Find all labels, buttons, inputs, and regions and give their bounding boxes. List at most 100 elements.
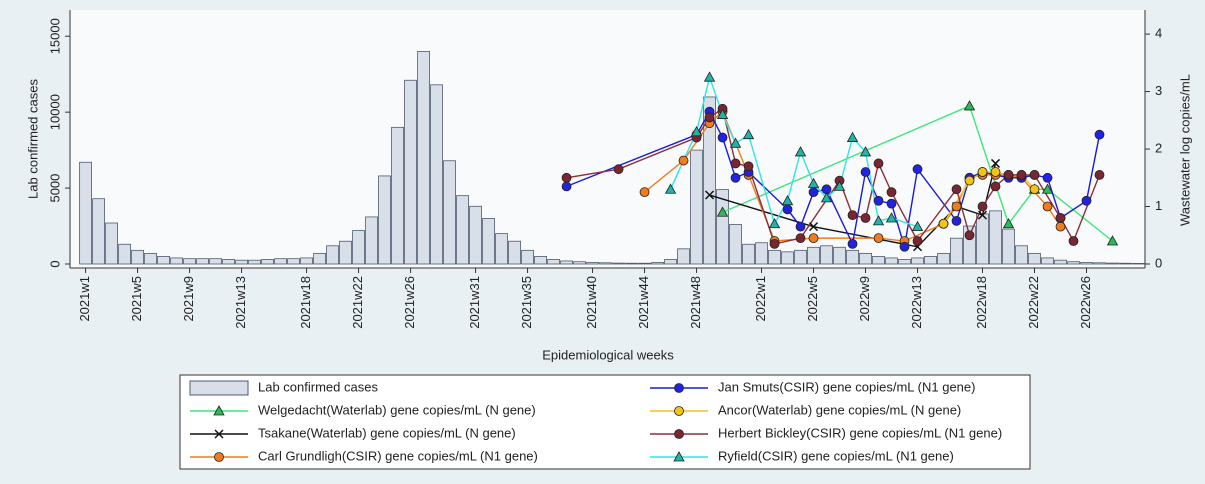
bar: [378, 175, 391, 265]
marker: [781, 194, 794, 206]
marker: [795, 221, 806, 232]
marker: [1041, 183, 1054, 194]
marker: [847, 238, 858, 249]
marker: [859, 146, 872, 157]
bar: [404, 79, 417, 265]
marker: [964, 230, 975, 241]
legend-marker: [214, 429, 224, 439]
bar: [1132, 262, 1145, 265]
legend-label: Tsakane(Waterlab) gene copies/mL (N gene…: [258, 425, 516, 440]
bar: [183, 258, 196, 265]
bar: [391, 126, 404, 265]
marker: [1094, 129, 1105, 140]
marker: [1003, 170, 1014, 180]
bar: [729, 224, 742, 265]
bar: [781, 251, 794, 265]
bar: [586, 262, 599, 265]
marker: [1081, 195, 1092, 206]
bar: [1106, 262, 1119, 265]
bar: [443, 160, 456, 265]
marker: [768, 217, 781, 229]
bar: [1080, 262, 1093, 265]
marker: [769, 238, 780, 249]
x-tick-label: 2022w18: [974, 276, 989, 329]
bar: [989, 210, 1002, 265]
legend-label: Herbert Bickley(CSIR) gene copies/mL (N1…: [718, 425, 1002, 440]
bar: [599, 262, 612, 265]
bar: [144, 252, 157, 265]
bar: [911, 257, 924, 265]
marker: [990, 158, 1001, 168]
marker: [1042, 172, 1053, 183]
bar: [1028, 252, 1041, 265]
bar: [690, 149, 703, 265]
bar: [1041, 257, 1054, 265]
bar: [651, 262, 664, 265]
legend-marker: [674, 406, 684, 416]
bar: [794, 249, 807, 265]
bar: [677, 248, 690, 265]
y-tick-label: 15000: [47, 18, 62, 54]
marker: [1002, 217, 1015, 229]
marker: [860, 213, 871, 223]
marker: [1106, 235, 1119, 246]
x-tick-label: 2021w1: [77, 276, 92, 322]
legend: [179, 374, 1031, 470]
marker: [833, 180, 846, 191]
marker: [730, 158, 741, 169]
bar: [1119, 262, 1132, 265]
bar: [560, 260, 573, 265]
legend-marker: [673, 451, 685, 462]
marker: [977, 210, 988, 220]
marker: [808, 187, 819, 198]
bar: [716, 189, 729, 265]
marker: [977, 167, 988, 177]
bar: [157, 256, 170, 265]
bar: [105, 222, 118, 265]
bar: [261, 259, 274, 265]
marker: [1055, 221, 1066, 232]
bar: [833, 246, 846, 265]
marker: [716, 108, 729, 119]
legend-marker: [674, 383, 684, 393]
marker: [809, 222, 819, 232]
marker: [964, 175, 975, 186]
marker: [951, 201, 962, 212]
x-tick-label: 2022w5: [805, 276, 820, 322]
x-tick-label: 2022w26: [1078, 276, 1093, 329]
bar: [495, 233, 508, 265]
x-tick-label: 2021w26: [402, 276, 417, 329]
bar: [469, 205, 482, 265]
marker: [912, 236, 923, 246]
bar: [820, 245, 833, 265]
plot-area: [70, 10, 1145, 268]
marker: [873, 233, 884, 244]
legend-marker: [213, 405, 225, 416]
bar: [131, 249, 144, 265]
bar: [573, 261, 586, 265]
bar: [976, 213, 989, 265]
series-line: [722, 104, 1113, 242]
marker: [846, 131, 859, 142]
x-tick-label: 2022w9: [857, 276, 872, 322]
marker: [873, 158, 884, 169]
legend-marker: [214, 452, 224, 462]
marker: [690, 125, 703, 137]
bar: [1015, 245, 1028, 265]
marker: [1029, 184, 1040, 195]
x-tick-label: 2021w9: [181, 276, 196, 322]
y2-tick-label: 1: [1155, 198, 1162, 213]
marker: [886, 198, 897, 209]
x-tick-label: 2021w40: [584, 276, 599, 329]
marker: [1068, 236, 1079, 246]
x-tick-label: 2021w48: [688, 276, 703, 329]
y-tick-label: 10000: [47, 94, 62, 130]
marker: [795, 233, 806, 244]
bar: [768, 249, 781, 265]
marker: [1029, 170, 1040, 180]
marker: [1042, 201, 1053, 212]
bar: [274, 258, 287, 265]
x-tick-label: 2021w31: [467, 276, 482, 329]
marker: [951, 215, 962, 226]
